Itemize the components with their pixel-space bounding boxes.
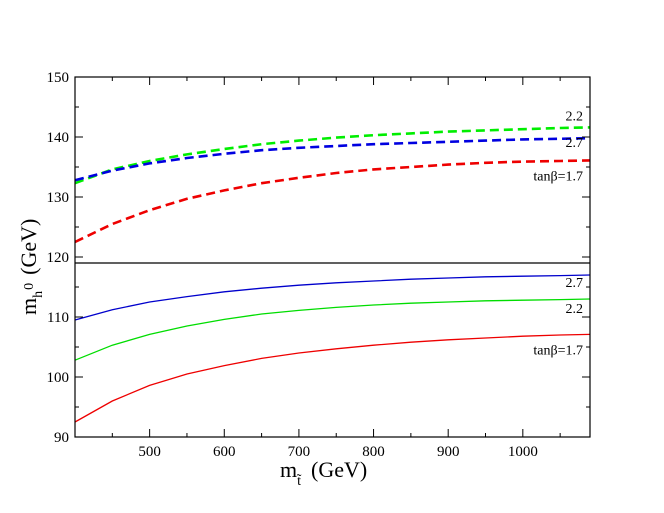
series-line-lower-2.2: [74, 298, 591, 361]
series-line-lower-2.7: [74, 274, 591, 321]
series-line-upper-1.7: [74, 159, 591, 244]
x-tick-label-500: 500: [138, 444, 161, 460]
x-tick-label-1000: 1000: [508, 444, 538, 460]
series-label-lower-2.7: 2.7: [566, 276, 584, 291]
x-tick-label-600: 600: [213, 444, 236, 460]
y-axis-title-sup: 0: [22, 283, 37, 290]
y-tick-label-90: 90: [54, 430, 69, 446]
series-labels: 2.2 2.7 tanβ=1.7 2.7 2.2 tanβ=1.7: [533, 109, 583, 358]
y-axis-title-units: (GeV): [16, 219, 41, 275]
y-axis-title-main: m: [16, 298, 41, 315]
x-axis-title: mt̃ (GeV): [280, 457, 367, 489]
y-axis-title: mh0 (GeV): [16, 219, 46, 315]
x-axis-title-sub: t̃: [297, 474, 302, 489]
series-line-lower-1.7: [74, 333, 591, 423]
x-tick-label-700: 700: [288, 444, 311, 460]
y-tick-label-110: 110: [47, 310, 69, 326]
y-tick-label-130: 130: [47, 190, 70, 206]
y-tick-label-140: 140: [47, 130, 70, 146]
x-tick-label-900: 900: [437, 444, 460, 460]
series-label-lower-2.2: 2.2: [566, 302, 584, 317]
series-label-upper-2.7: 2.7: [566, 136, 584, 151]
svg-text:mh0(GeV): mh0 (GeV): [16, 219, 46, 315]
plot-frame: [74, 76, 591, 438]
plot-lines: [74, 126, 591, 423]
y-tick-label-120: 120: [47, 250, 70, 266]
series-line-upper-2.2: [74, 126, 591, 185]
series-line-upper-2.7: [74, 136, 591, 182]
plot-border: [74, 76, 591, 438]
y-axis-title-sub: h: [31, 291, 46, 298]
y-tick-label-150: 150: [47, 70, 70, 86]
series-label-upper-1.7: tanβ=1.7: [533, 169, 583, 184]
series-label-lower-1.7: tanβ=1.7: [533, 343, 583, 358]
y-tick-label-100: 100: [47, 370, 70, 386]
x-axis-title-main: m: [280, 457, 297, 482]
x-tick-label-800: 800: [362, 444, 385, 460]
axis-ticks: 90 100 110 120 130 140 150 500 600 700 800 900 1000: [47, 70, 590, 460]
series-label-upper-2.2: 2.2: [566, 109, 584, 124]
x-axis-title-units: (GeV): [311, 457, 367, 482]
